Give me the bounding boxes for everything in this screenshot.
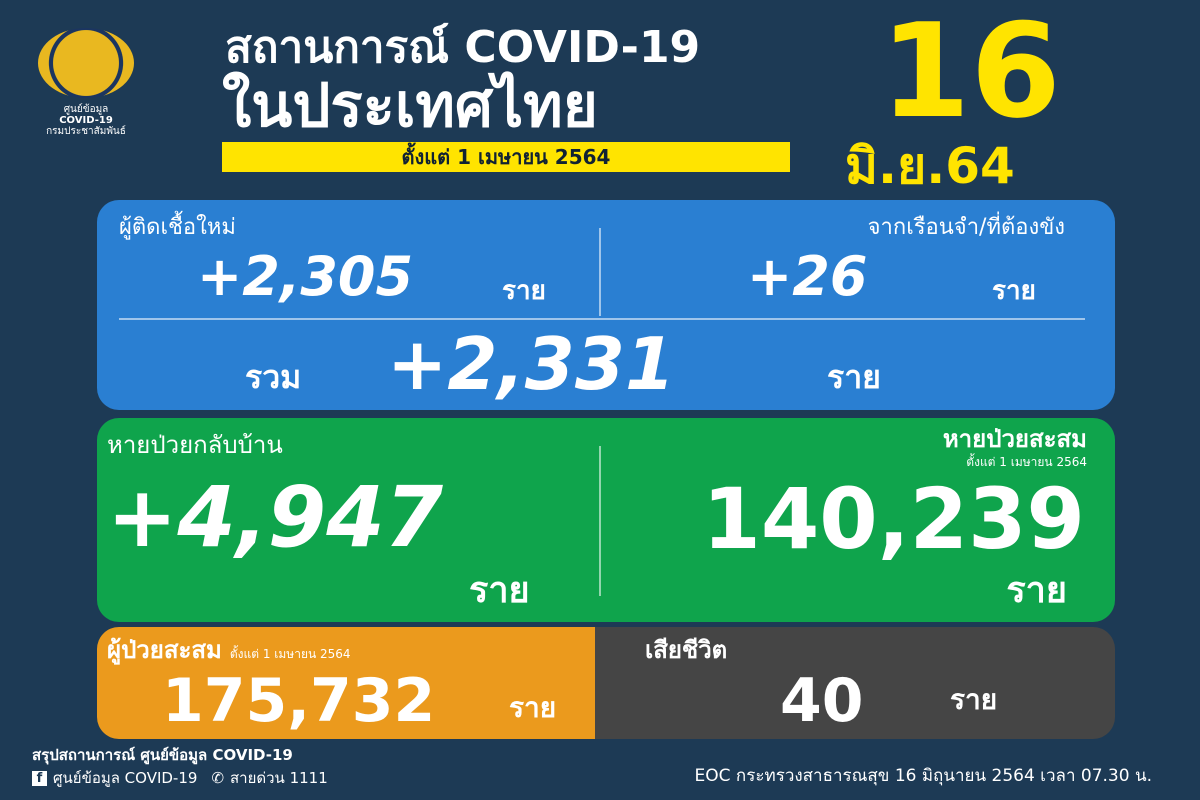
cumulative-cases-sublabel: ตั้งแต่ 1 เมษายน 2564 <box>229 647 351 661</box>
prison-cases-value: +26 <box>747 245 868 308</box>
title-line2: ในประเทศไทย <box>222 71 598 141</box>
divider <box>599 228 601 316</box>
divider <box>119 318 1085 320</box>
new-cases-unit: ราย <box>502 276 546 306</box>
new-cases-value: +2,305 <box>197 245 414 308</box>
deaths-value: 40 <box>780 666 864 736</box>
logo-line3: กรมประชาสัมพันธ์ <box>46 126 126 137</box>
divider <box>599 446 601 596</box>
total-new-unit: ราย <box>827 358 881 396</box>
cumulative-cases-value: 175,732 <box>162 666 436 736</box>
logo-text: ศูนย์ข้อมูล COVID-19 กรมประชาสัมพันธ์ <box>30 104 142 137</box>
recovered-cumulative-sublabel: ตั้งแต่ 1 เมษายน 2564 <box>966 455 1087 469</box>
footer-source: EOC กระทรวงสาธารณสุข 16 มิถุนายน 2564 เว… <box>694 766 1152 786</box>
cumulative-cases-card: ผู้ป่วยสะสม ตั้งแต่ 1 เมษายน 2564 175,73… <box>97 627 595 739</box>
date-day: 16 <box>880 0 1061 147</box>
recovered-today-label: หายป่วยกลับบ้าน <box>107 431 283 459</box>
prison-cases-unit: ราย <box>992 276 1036 306</box>
deaths-unit: ราย <box>950 683 998 716</box>
recovered-cumulative-unit: ราย <box>1006 570 1067 611</box>
logo-line2: COVID-19 <box>59 115 113 126</box>
recovered-today-unit: ราย <box>469 570 530 611</box>
cumulative-cases-unit: ราย <box>509 691 557 724</box>
total-new-label: รวม <box>245 358 302 396</box>
total-new-value: +2,331 <box>387 322 676 406</box>
government-seal-logo <box>38 28 134 98</box>
deaths-label: เสียชีวิต <box>645 636 728 664</box>
cumulative-cases-heading: ผู้ป่วยสะสม ตั้งแต่ 1 เมษายน 2564 <box>107 635 351 665</box>
recovered-cumulative-value: 140,239 <box>702 470 1085 568</box>
since-banner: ตั้งแต่ 1 เมษายน 2564 <box>222 142 790 172</box>
recovered-cumulative-label: หายป่วยสะสม <box>942 425 1087 453</box>
prison-cases-label: จากเรือนจำ/ที่ต้องขัง <box>867 215 1065 240</box>
new-cases-card: ผู้ติดเชื้อใหม่ +2,305 ราย จากเรือนจำ/ที… <box>97 200 1115 410</box>
footer-facebook: ศูนย์ข้อมูล COVID-19 <box>53 769 198 787</box>
title-line1: สถานการณ์ COVID-19 <box>225 22 701 73</box>
recovered-card: หายป่วยกลับบ้าน +4,947 ราย หายป่วยสะสม ต… <box>97 418 1115 622</box>
recovered-today-value: +4,947 <box>107 468 444 566</box>
logo-line1: ศูนย์ข้อมูล <box>63 104 109 115</box>
date-month-year: มิ.ย.64 <box>845 137 1015 195</box>
footer-summary: สรุปสถานการณ์ ศูนย์ข้อมูล COVID-19 <box>32 746 293 764</box>
footer-hotline: สายด่วน 1111 <box>230 769 328 787</box>
facebook-icon: f <box>32 771 47 786</box>
new-cases-label: ผู้ติดเชื้อใหม่ <box>119 215 236 240</box>
deaths-card: เสียชีวิต 40 ราย <box>595 627 1115 739</box>
phone-icon: ✆ <box>211 769 225 787</box>
cumulative-cases-label: ผู้ป่วยสะสม <box>107 636 222 664</box>
